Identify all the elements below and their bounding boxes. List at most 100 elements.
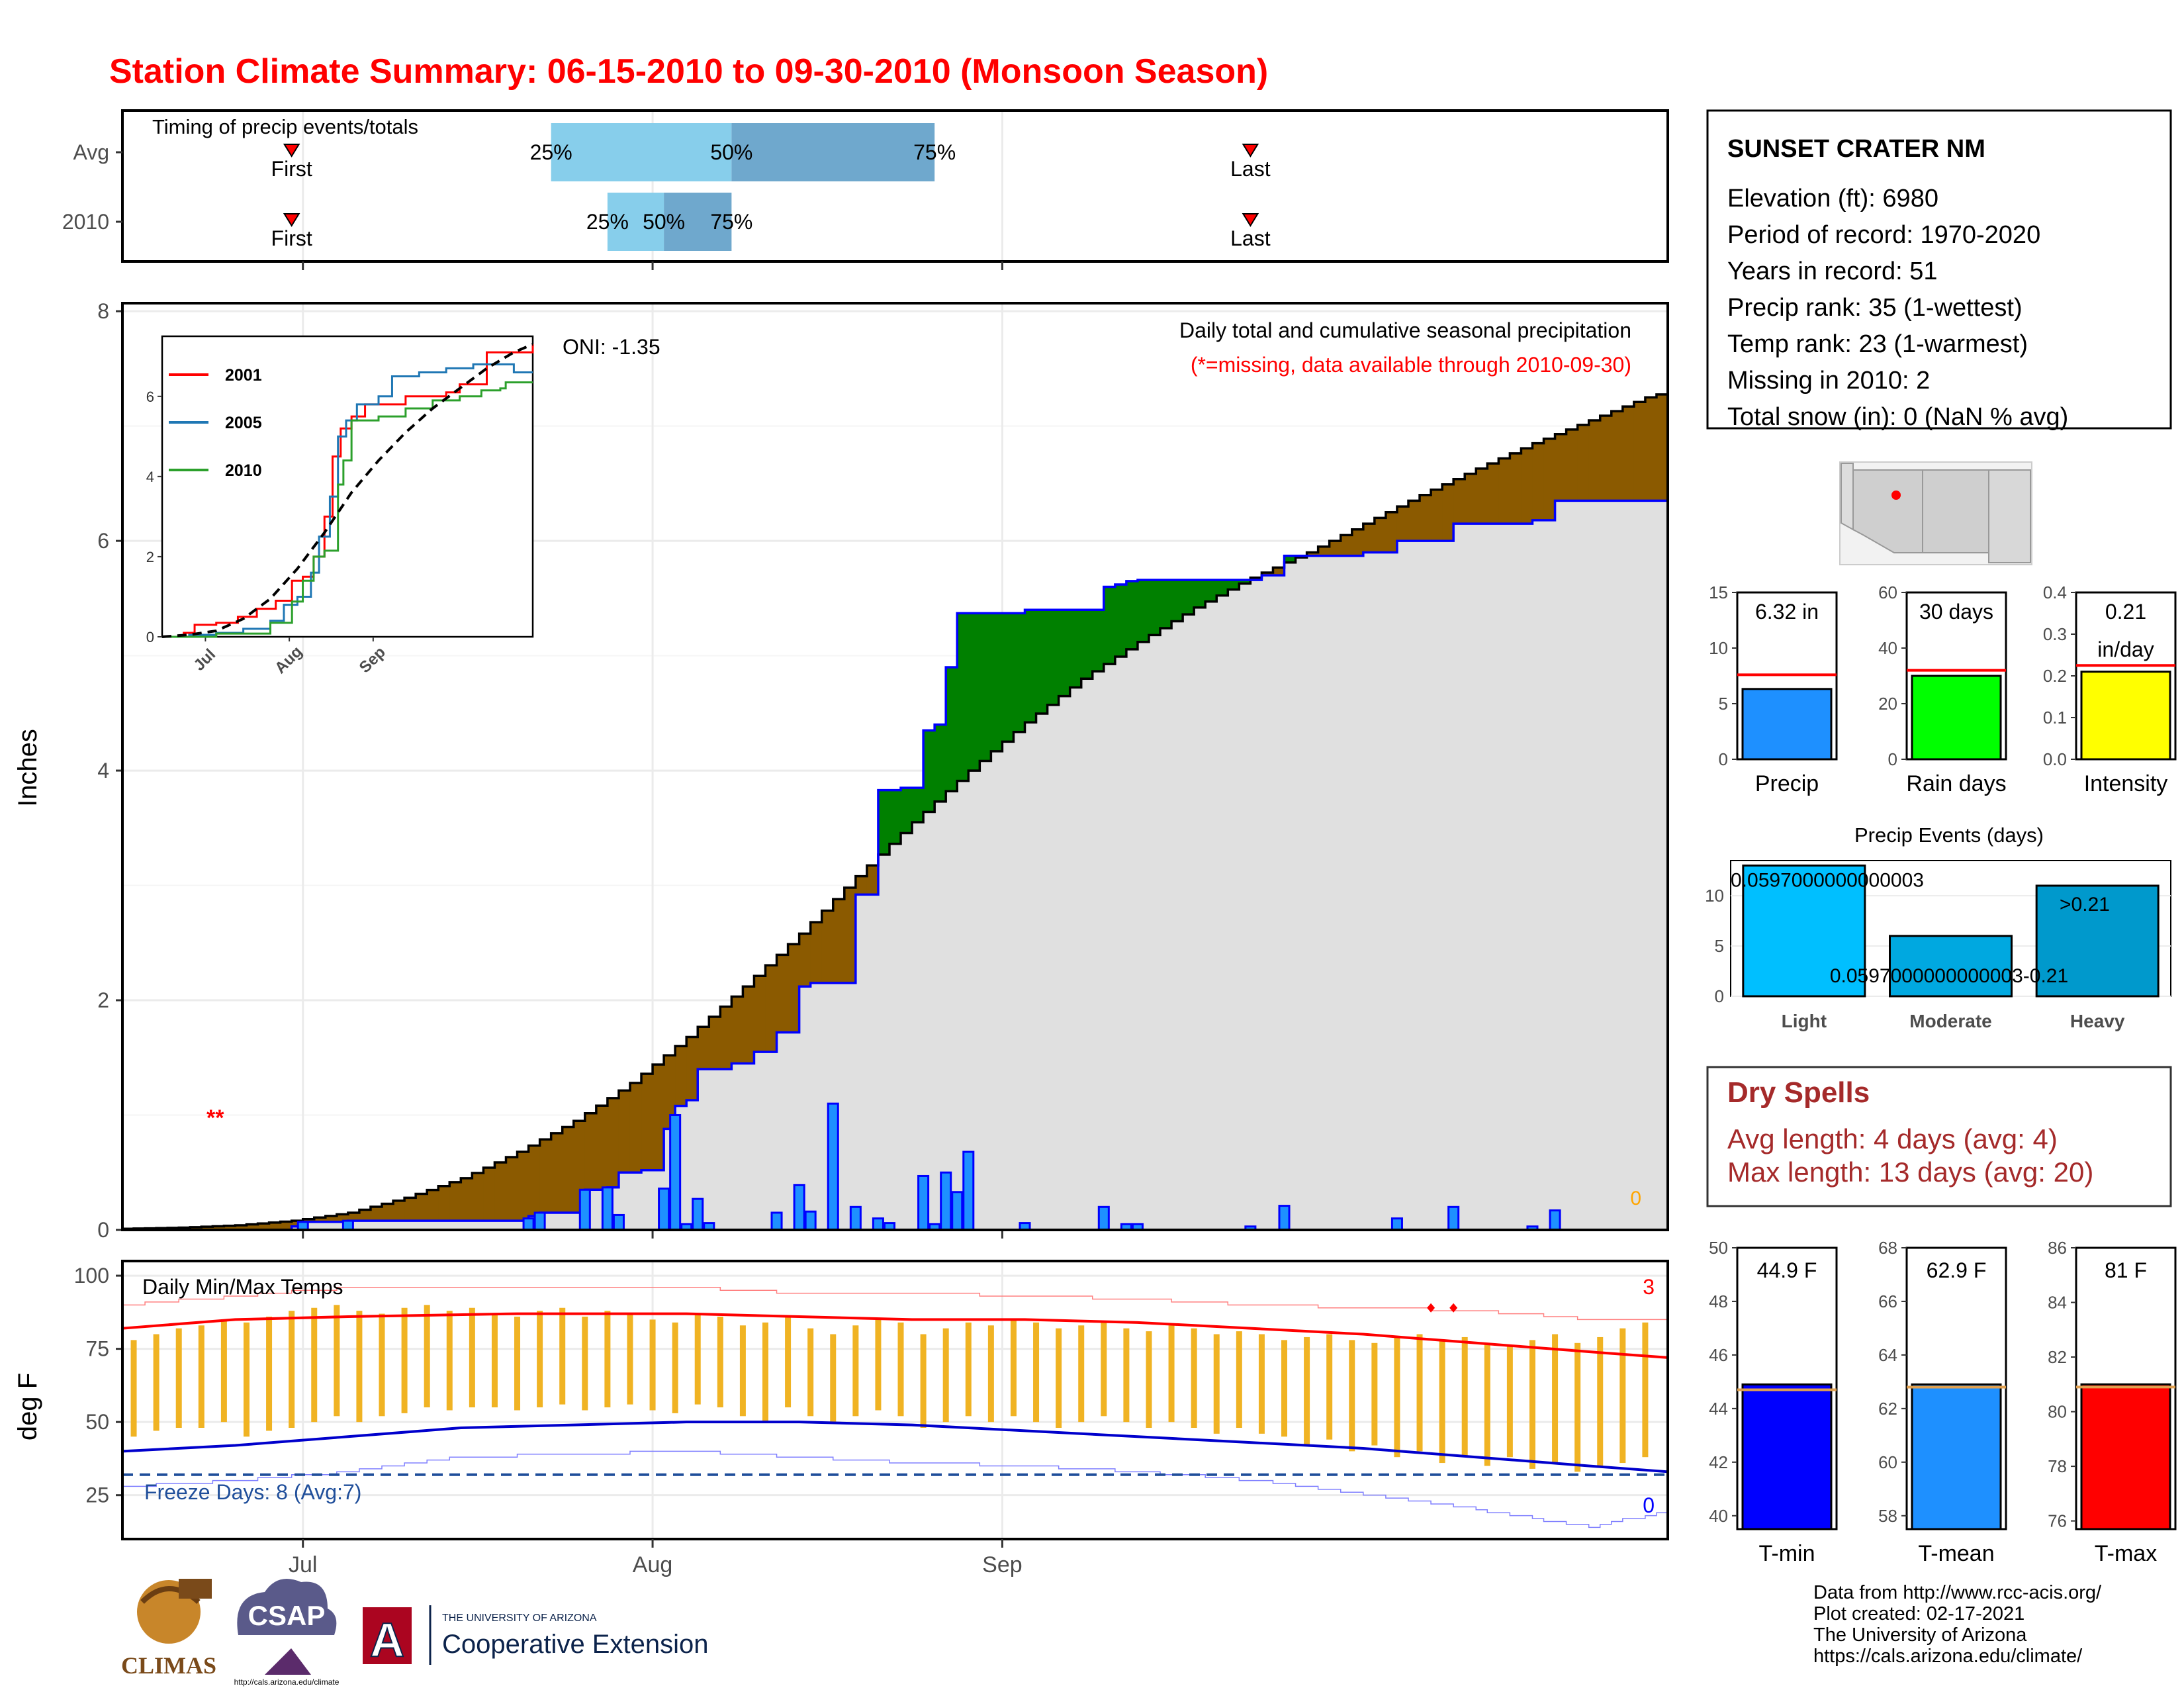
daily-temp-range-bar [356, 1311, 363, 1423]
precip-value-unit-label: in/day [2097, 637, 2154, 661]
below-average-area [765, 965, 778, 1053]
temp-y-tick-label: 66 [1878, 1291, 1897, 1311]
daily-precip-bar [940, 1171, 952, 1231]
daily-temp-range-bar [311, 1307, 318, 1423]
daily-temp-range-bar [1258, 1334, 1265, 1434]
daily-temp-range-bar [1439, 1340, 1445, 1464]
temp-value-label: 62.9 F [1927, 1258, 1987, 1282]
timing-first-label: First [271, 226, 312, 250]
events-category-label: Heavy [2070, 1011, 2125, 1031]
temp-y-tick-label: 64 [1878, 1345, 1897, 1365]
below-average-area [1396, 506, 1409, 541]
temp-y-axis-label: deg F [13, 1373, 42, 1440]
precip-y-tick-label: 0.1 [2043, 708, 2067, 727]
below-average-area [1318, 546, 1330, 556]
average-min-temp-line [122, 1421, 1668, 1474]
cumulative-2010-line [122, 499, 1668, 1231]
below-average-area [1611, 411, 1623, 501]
below-average-area [393, 1200, 405, 1221]
daily-temp-range-bar [875, 1319, 882, 1411]
below-average-area [382, 1203, 394, 1221]
below-average-area [641, 1074, 653, 1170]
temp-y-tick-label: 42 [1709, 1452, 1728, 1472]
above-average-area [1183, 580, 1195, 615]
below-average-area [1465, 473, 1477, 524]
daily-temp-range-bar [717, 1317, 723, 1408]
credit-data-source: Data from http://www.rcc-acis.org/ [1813, 1582, 2102, 1603]
daily-precip-bar [1097, 1205, 1110, 1231]
below-average-area [539, 1139, 552, 1213]
inset-series-line-2010 [162, 381, 533, 638]
ua-block-a: A [370, 1614, 404, 1667]
daily-precip-bar [522, 1217, 535, 1231]
daily-temp-range-bar [1484, 1342, 1490, 1466]
temp-corner-bottom: 0 [1643, 1493, 1655, 1517]
timing-first-label: First [271, 157, 312, 181]
temp-y-tick-label: 50 [1709, 1238, 1728, 1258]
below-average-area [461, 1178, 473, 1221]
daily-temp-range-bar [491, 1313, 498, 1408]
below-average-area [1306, 552, 1319, 556]
below-average-area [1261, 572, 1274, 576]
below-average-area [1420, 494, 1432, 541]
temp-y-tick-label: 48 [1709, 1291, 1728, 1311]
daily-temp-range-bar [942, 1328, 949, 1423]
daily-temp-range-bar [582, 1317, 588, 1411]
daily-precip-bar [1390, 1217, 1403, 1231]
daily-temp-range-bar [694, 1313, 701, 1405]
inset-y-tick-label: 4 [146, 469, 154, 485]
timing-title: Timing of precip events/totals [152, 115, 418, 138]
cumulative-2010-gray-area [122, 500, 1668, 1230]
events-bar-label: >0.21 [2060, 894, 2110, 915]
above-average-area [1284, 555, 1297, 563]
precip-y-tick-label: 6 [97, 529, 109, 553]
timing-q25-q50-bar [607, 193, 664, 251]
above-average-area [1047, 610, 1060, 705]
freeze-days-label: Freeze Days: 8 (Avg:7) [144, 1480, 361, 1504]
timing-first-marker [283, 213, 300, 227]
daily-precip-bar [669, 1114, 682, 1231]
below-average-area [698, 1027, 709, 1070]
above-average-area [934, 724, 946, 802]
timing-last-label: Last [1230, 226, 1271, 250]
precip-y-tick-label: 40 [1878, 638, 1897, 658]
inset-legend-label: 2001 [225, 366, 262, 385]
daily-temp-range-bar [289, 1311, 295, 1428]
above-average-area [1239, 580, 1251, 584]
daily-precip-bar [962, 1150, 975, 1231]
csap-url: http://cals.arizona.edu/climate [234, 1677, 340, 1687]
below-average-area [1374, 518, 1387, 553]
daily-temp-range-bar [987, 1325, 994, 1423]
below-average-area [1273, 567, 1285, 576]
record-min-line [122, 1450, 1668, 1528]
below-average-area [1543, 438, 1556, 520]
daily-precip-bar [1549, 1209, 1561, 1231]
ua-cooperative-extension-logo: A THE UNIVERSITY OF ARIZONA Cooperative … [363, 1605, 708, 1667]
below-average-area [562, 1127, 574, 1213]
daily-temp-range-bar [446, 1311, 453, 1411]
daily-temp-range-bar [965, 1322, 972, 1417]
daily-precip-bar [533, 1211, 546, 1231]
below-average-area [1588, 420, 1601, 501]
daily-temp-range-bar [266, 1317, 273, 1431]
events-bar [1889, 935, 2013, 998]
temp-y-tick-label: 86 [2048, 1238, 2067, 1258]
precip-chart-title: Daily total and cumulative seasonal prec… [1179, 318, 1631, 342]
above-average-area [968, 613, 980, 771]
daily-temp-range-bar [1574, 1342, 1581, 1472]
above-average-area [1092, 610, 1105, 672]
above-average-area [1216, 580, 1228, 596]
daily-temp-range-bar [220, 1319, 227, 1423]
inset-series-line-avg [161, 343, 533, 638]
inset-series-line-2001 [162, 344, 534, 638]
daily-precip-bar [793, 1184, 805, 1231]
daily-temp-range-bar [130, 1340, 137, 1437]
inset-legend-label: 2010 [225, 461, 262, 480]
below-average-area [257, 1223, 270, 1230]
precip-y-axis-label: Inches [13, 729, 42, 807]
above-average-area [889, 790, 901, 844]
daily-temp-range-bar [1552, 1334, 1559, 1464]
below-average-area [584, 1113, 597, 1190]
below-average-area [325, 1215, 338, 1222]
